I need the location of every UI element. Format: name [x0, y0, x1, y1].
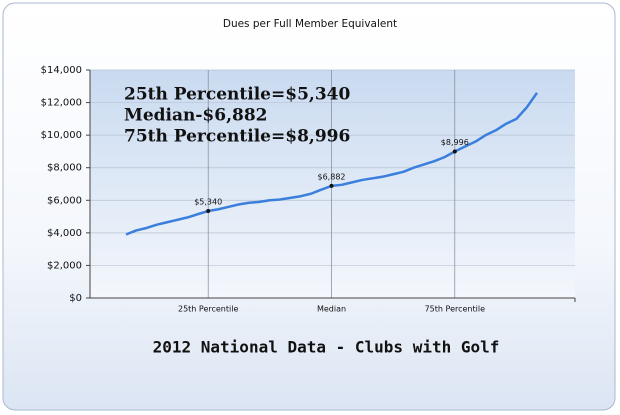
x-tick-label: 25th Percentile: [178, 305, 238, 314]
plot-area: [90, 70, 575, 298]
value-label: $6,882: [318, 172, 346, 181]
value-label: $8,996: [441, 138, 469, 147]
y-tick-label: $0: [69, 293, 82, 304]
y-tick-label: $14,000: [41, 65, 82, 76]
point: [452, 149, 457, 154]
y-tick-label: $4,000: [47, 228, 82, 239]
value-label: $5,340: [194, 198, 222, 207]
annotation: 75th Percentile=$8,996: [124, 127, 350, 147]
y-tick-label: $6,000: [47, 195, 82, 206]
point: [206, 209, 211, 214]
x-tick-label: 75th Percentile: [425, 305, 485, 314]
annotation: Median-$6,882: [124, 106, 267, 126]
x-tick-label: Median: [317, 305, 346, 314]
y-tick-label: $12,000: [41, 98, 82, 109]
y-tick-label: $8,000: [47, 163, 82, 174]
y-tick-label: $10,000: [41, 130, 82, 141]
point: [329, 183, 334, 188]
y-tick-label: $2,000: [47, 260, 82, 271]
chart-title: Dues per Full Member Equivalent: [223, 18, 397, 30]
chart-subtitle: 2012 National Data - Clubs with Golf: [153, 338, 500, 357]
annotation: 25th Percentile=$5,340: [124, 85, 350, 105]
